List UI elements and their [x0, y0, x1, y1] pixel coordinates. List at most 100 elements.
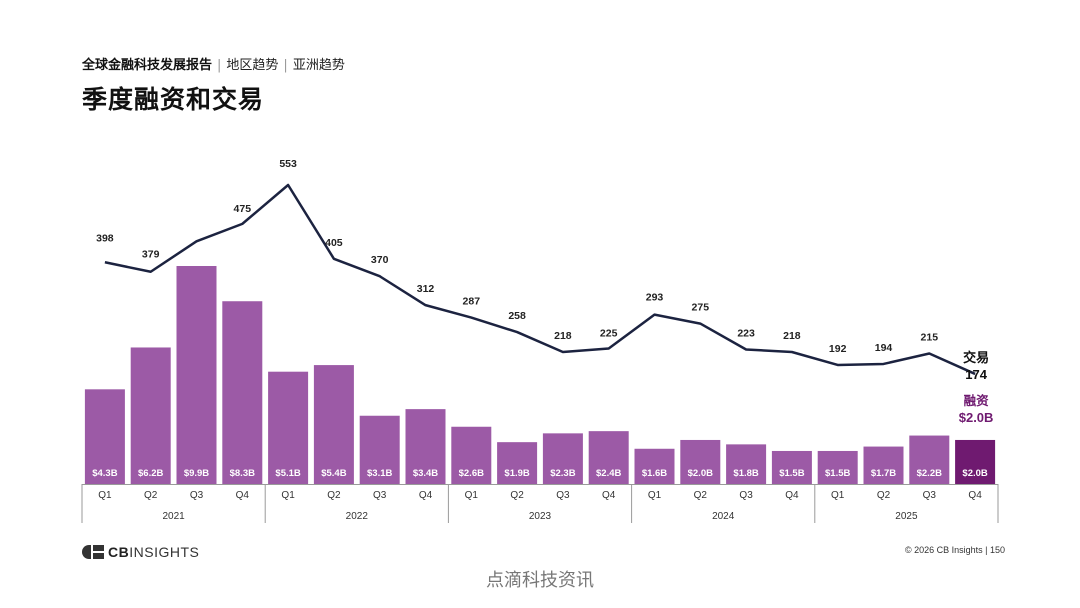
funding-bar [726, 444, 767, 484]
funding-bar-label: $5.4B [321, 468, 346, 479]
funding-bar [222, 301, 263, 484]
quarter-tick-label: Q3 [373, 490, 387, 501]
year-tick-label: 2024 [712, 511, 735, 522]
quarter-tick-label: Q4 [968, 490, 982, 501]
year-tick-label: 2025 [895, 511, 918, 522]
cb-insights-logo: CBINSIGHTS [82, 544, 199, 560]
deals-label: 287 [463, 296, 481, 308]
funding-bar-label: $1.5B [825, 468, 850, 479]
deals-label: 218 [783, 330, 801, 342]
funding-bar-label: $8.3B [230, 468, 255, 479]
funding-bar [909, 435, 950, 484]
quarter-tick-label: Q2 [510, 490, 524, 501]
breadcrumb-separator: | [283, 58, 288, 73]
quarter-tick-label: Q4 [602, 490, 616, 501]
funding-bar [176, 266, 217, 484]
funding-bar [542, 433, 583, 484]
logo-text: CBINSIGHTS [108, 544, 199, 560]
quarter-tick-label: Q3 [739, 490, 753, 501]
funding-bar [955, 439, 996, 484]
breadcrumb-separator: | [217, 58, 222, 73]
funding-bar-label: $2.0B [688, 468, 713, 479]
funding-bar [680, 439, 721, 484]
funding-end-name: 融资 [964, 393, 990, 408]
funding-bar-label: $2.6B [459, 468, 484, 479]
quarter-tick-label: Q2 [144, 490, 158, 501]
logo-prefix: CB [108, 544, 130, 560]
funding-bar-label: $1.8B [733, 468, 758, 479]
quarter-tick-label: Q3 [923, 490, 937, 501]
funding-end-value: $2.0B [959, 410, 994, 425]
funding-bar-label: $3.4B [413, 468, 438, 479]
copyright-text: © 2026 CB Insights | 150 [904, 545, 1005, 555]
funding-bar [451, 426, 492, 484]
funding-bar-label: $2.3B [550, 468, 575, 479]
deals-label: 379 [142, 249, 160, 261]
funding-bar-label: $1.5B [779, 468, 804, 479]
deals-label: 398 [96, 232, 114, 244]
funding-bar-label: $4.3B [92, 468, 117, 479]
deals-label: 370 [371, 254, 389, 266]
funding-bar-label: $1.9B [504, 468, 529, 479]
funding-bar-label: $9.9B [184, 468, 209, 479]
report-breadcrumb: 全球金融科技发展报告 | 地区趋势 | 亚洲趋势 [82, 54, 345, 73]
deals-label: 312 [417, 283, 435, 295]
funding-bar-label: $2.4B [596, 468, 621, 479]
funding-bar [313, 365, 354, 484]
deals-label: 225 [600, 328, 618, 340]
deals-line [104, 183, 976, 376]
year-tick-label: 2023 [529, 511, 552, 522]
funding-bar-label: $1.6B [642, 468, 667, 479]
funding-bar [130, 347, 171, 484]
quarter-tick-label: Q2 [694, 490, 708, 501]
funding-bar [817, 450, 858, 484]
funding-bar-label: $6.2B [138, 468, 163, 479]
deals-end-value: 174 [965, 367, 987, 382]
funding-bar [268, 371, 309, 484]
deals-label: 553 [279, 158, 297, 170]
deals-end-name: 交易 [963, 350, 989, 365]
deals-label: 223 [737, 328, 755, 340]
deals-label: 405 [325, 237, 343, 249]
quarter-tick-label: Q2 [327, 490, 341, 501]
funding-bar-label: $2.2B [917, 468, 942, 479]
year-tick-label: 2021 [162, 511, 185, 522]
quarter-tick-label: Q4 [236, 490, 250, 501]
year-tick-label: 2022 [346, 511, 369, 522]
page-title: 季度融资和交易 [82, 85, 265, 114]
quarter-tick-label: Q1 [831, 490, 845, 501]
breadcrumb-subsection: 亚洲趋势 [292, 58, 345, 73]
quarter-tick-label: Q3 [190, 490, 204, 501]
deals-label: 218 [554, 330, 572, 342]
funding-bar [405, 409, 446, 484]
watermark-text: 点滴科技资讯 [486, 570, 594, 591]
quarter-tick-label: Q1 [648, 490, 662, 501]
funding-bar-label: $3.1B [367, 468, 392, 479]
cb-logo-icon [82, 545, 104, 559]
deals-label: 475 [234, 203, 252, 215]
deals-label: 215 [921, 331, 939, 343]
funding-bar [497, 442, 538, 484]
quarter-tick-label: Q1 [281, 490, 295, 501]
quarter-tick-label: Q2 [877, 490, 891, 501]
quarter-tick-label: Q1 [98, 490, 112, 501]
deals-label: 194 [875, 342, 893, 354]
deals-label: 293 [646, 292, 664, 304]
deals-label: 275 [692, 302, 710, 314]
funding-bar [84, 389, 125, 484]
deals-label: 258 [508, 310, 526, 322]
quarter-tick-label: Q1 [465, 490, 479, 501]
quarter-tick-label: Q4 [419, 490, 433, 501]
funding-bar-label: $2.0B [962, 468, 987, 479]
funding-bar-label: $5.1B [275, 468, 300, 479]
logo-suffix: INSIGHTS [129, 544, 200, 560]
funding-bar [863, 446, 904, 484]
funding-bar [359, 415, 400, 484]
funding-bar [771, 450, 812, 484]
breadcrumb-section: 地区趋势 [226, 58, 279, 73]
funding-bar [588, 431, 629, 484]
quarter-tick-label: Q4 [785, 490, 799, 501]
quarter-tick-label: Q3 [556, 490, 570, 501]
deals-label: 440 [188, 220, 206, 232]
